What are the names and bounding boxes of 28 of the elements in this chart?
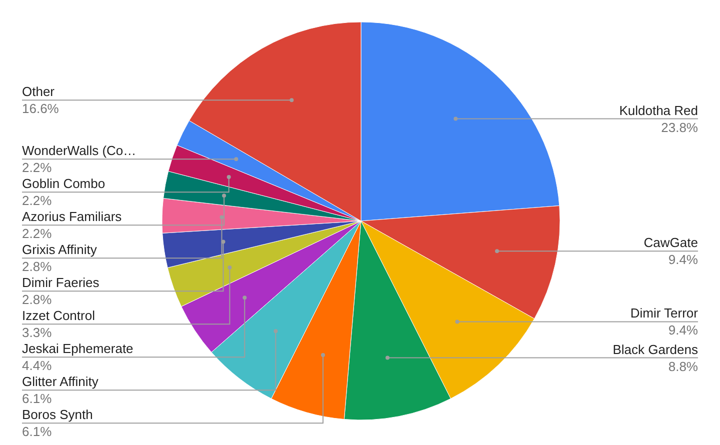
data-label: 16.6% bbox=[22, 101, 60, 116]
data-label: 2.8% bbox=[22, 259, 52, 274]
data-label: 2.2% bbox=[22, 226, 52, 242]
slice-label: WonderWalls (Co… bbox=[22, 143, 136, 158]
slice-label: Glitter Affinity bbox=[22, 374, 99, 390]
slice-label: Azorius Familiars bbox=[22, 209, 122, 224]
slice-label: CawGate bbox=[644, 235, 698, 250]
slice-label: Jeskai Ephemerate bbox=[22, 341, 134, 356]
data-label: 2.2% bbox=[22, 193, 52, 208]
data-label: 2.2% bbox=[22, 160, 52, 176]
data-label: 2.8% bbox=[22, 292, 52, 308]
data-label: 9.4% bbox=[668, 252, 698, 268]
data-label: 3.3% bbox=[22, 325, 52, 340]
slice-label: Izzet Control bbox=[22, 308, 96, 324]
slice-label: Other bbox=[22, 84, 56, 100]
slice-label: Boros Synth bbox=[22, 407, 93, 422]
data-label: 4.4% bbox=[22, 358, 52, 374]
slice-label: Black Gardens bbox=[612, 342, 698, 357]
data-label: 6.1% bbox=[22, 424, 52, 440]
slice-label: Grixis Affinity bbox=[22, 242, 98, 258]
slice-label: Dimir Faeries bbox=[22, 275, 100, 290]
data-label: 8.8% bbox=[668, 358, 698, 374]
data-label: 9.4% bbox=[668, 322, 698, 338]
data-label: 6.1% bbox=[22, 391, 52, 406]
slice-label: Kuldotha Red bbox=[619, 102, 698, 118]
slice-label: Goblin Combo bbox=[22, 176, 106, 192]
slice-label: Dimir Terror bbox=[630, 306, 699, 321]
data-label: 23.8% bbox=[661, 120, 698, 135]
